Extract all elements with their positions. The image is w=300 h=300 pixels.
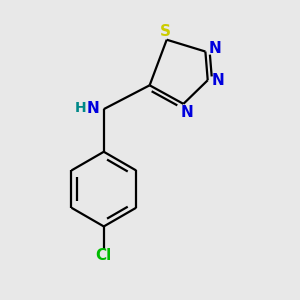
Text: Cl: Cl: [96, 248, 112, 263]
Text: N: N: [209, 41, 222, 56]
Text: N: N: [211, 73, 224, 88]
Text: N: N: [87, 101, 100, 116]
Text: N: N: [181, 105, 193, 120]
Text: S: S: [160, 24, 171, 39]
Text: H: H: [75, 101, 86, 116]
